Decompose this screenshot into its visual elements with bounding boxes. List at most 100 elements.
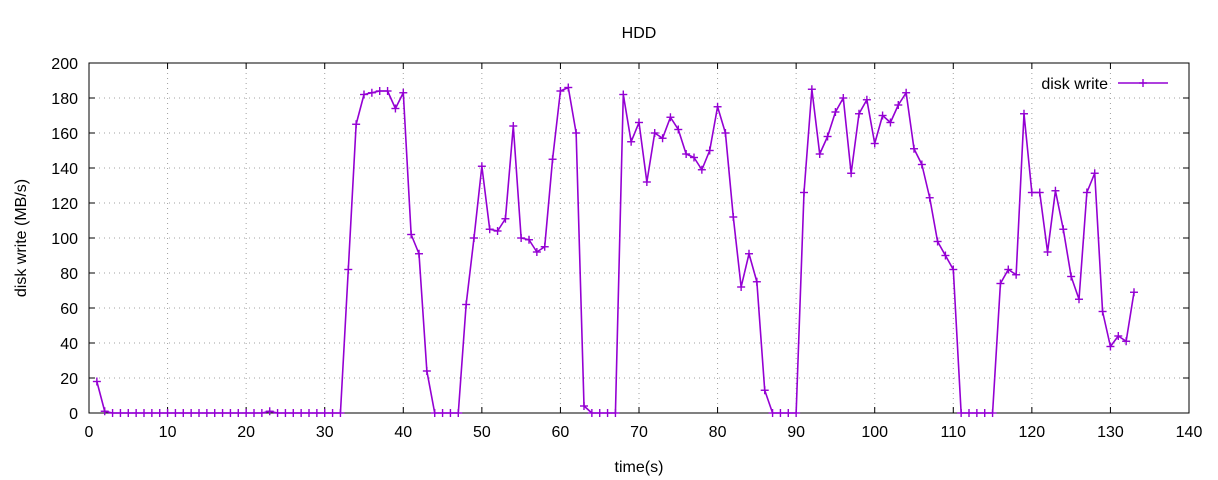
data-point <box>234 409 243 417</box>
data-point <box>250 409 258 417</box>
data-point <box>807 85 816 94</box>
data-point <box>1090 169 1099 178</box>
data-point <box>171 409 180 417</box>
x-axis-title: time(s) <box>615 459 664 476</box>
legend: disk write <box>1041 76 1168 93</box>
data-point <box>352 120 361 129</box>
data-point <box>996 279 1005 288</box>
data-point <box>1106 342 1115 351</box>
x-tick-label: 100 <box>861 424 888 441</box>
data-point <box>941 251 950 260</box>
data-point <box>564 83 573 92</box>
y-tick-label: 20 <box>60 371 78 388</box>
x-tick-label: 40 <box>394 424 412 441</box>
data-point <box>697 165 706 174</box>
data-point <box>682 150 691 158</box>
data-point <box>933 237 942 246</box>
data-point <box>367 88 376 97</box>
data-point <box>218 409 227 417</box>
data-point <box>972 409 981 417</box>
data-point <box>312 409 321 417</box>
data-point <box>855 109 863 118</box>
data-point <box>831 108 840 116</box>
y-tick-label: 180 <box>51 91 78 108</box>
data-point <box>847 169 856 178</box>
data-point <box>391 104 400 113</box>
grid <box>89 63 1189 413</box>
y-tick-label: 40 <box>60 336 78 353</box>
data-point <box>1020 109 1028 118</box>
data-point <box>462 300 471 309</box>
data-point <box>517 234 526 242</box>
data-point <box>635 118 643 127</box>
data-point <box>195 409 203 417</box>
data-point <box>674 125 683 134</box>
data-point <box>320 409 329 417</box>
data-point <box>297 409 306 417</box>
data-point <box>446 409 455 417</box>
data-point <box>179 409 188 417</box>
data-point <box>493 227 502 235</box>
data-point <box>202 409 211 417</box>
data-point <box>265 407 274 416</box>
data-point <box>595 409 604 417</box>
data-point <box>580 402 588 410</box>
data-point <box>792 409 801 417</box>
data-point <box>187 409 196 417</box>
data-point <box>965 409 973 417</box>
data-point <box>305 409 313 417</box>
data-point <box>878 111 887 120</box>
x-tick-label: 20 <box>237 424 255 441</box>
data-point <box>383 87 392 95</box>
data-point <box>815 150 824 158</box>
data-point <box>1114 332 1123 340</box>
data-point <box>862 95 871 104</box>
data-point <box>210 409 219 417</box>
data-point <box>344 265 353 274</box>
data-point <box>650 129 659 137</box>
data-point <box>619 90 628 99</box>
data-point <box>140 409 148 417</box>
data-point <box>257 409 266 417</box>
series-layer <box>92 83 1138 417</box>
data-point <box>1012 270 1021 279</box>
data-point <box>587 409 596 417</box>
data-point <box>776 409 785 417</box>
data-point <box>328 409 337 417</box>
data-point <box>375 87 384 95</box>
data-point <box>1004 265 1013 274</box>
data-point <box>1082 188 1091 197</box>
data-point <box>360 90 368 99</box>
data-point <box>1075 295 1083 304</box>
x-tick-label: 0 <box>85 424 94 441</box>
data-point <box>289 409 298 417</box>
data-point <box>532 248 541 256</box>
x-tick-label: 90 <box>787 424 805 441</box>
x-tick-label: 10 <box>159 424 177 441</box>
data-point <box>124 409 133 417</box>
data-point <box>1098 307 1107 316</box>
data-point <box>902 88 911 97</box>
legend-label: disk write <box>1041 76 1108 93</box>
y-tick-label: 200 <box>51 56 78 73</box>
data-point <box>1130 288 1138 297</box>
data-point <box>1122 337 1131 346</box>
y-tick-label: 60 <box>60 301 78 318</box>
data-point <box>980 409 989 417</box>
data-point <box>839 94 848 102</box>
data-point <box>1067 272 1076 281</box>
data-point <box>525 235 533 244</box>
data-point <box>540 242 549 251</box>
data-point <box>477 162 486 171</box>
y-tick-label: 160 <box>51 126 78 143</box>
y-tick-label: 140 <box>51 161 78 178</box>
data-point <box>894 101 903 109</box>
data-point <box>501 214 510 223</box>
data-point <box>407 230 416 239</box>
data-point <box>422 367 431 375</box>
data-point <box>713 102 722 111</box>
data-point <box>399 88 408 97</box>
data-point <box>603 409 612 417</box>
data-point <box>611 409 620 417</box>
